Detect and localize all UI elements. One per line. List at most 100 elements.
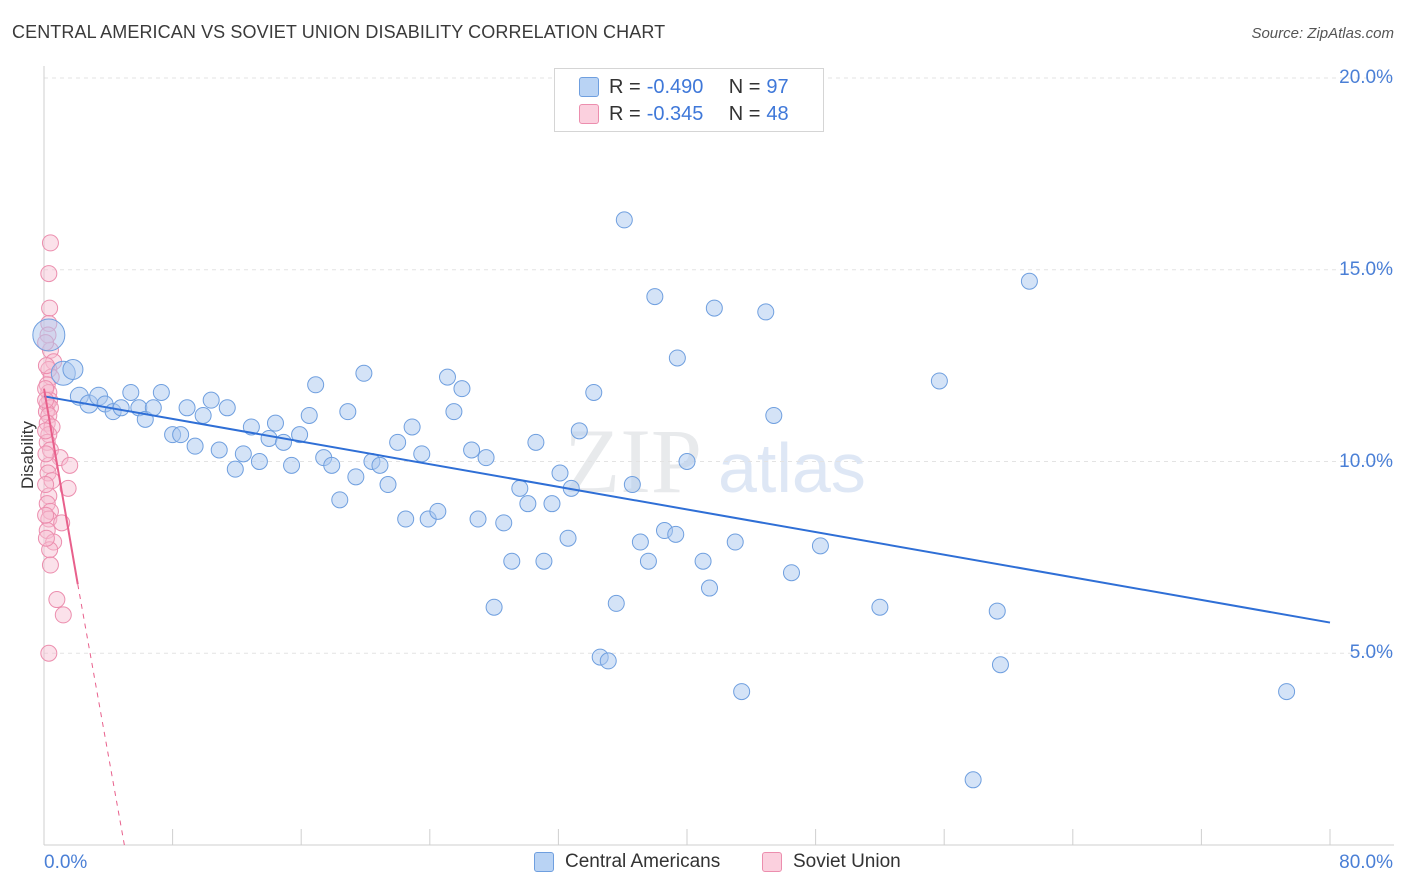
central-americans-point — [323, 456, 341, 474]
legend-r-value: -0.490 — [646, 75, 704, 98]
central-americans-point — [331, 491, 349, 509]
central-americans-point — [871, 598, 889, 616]
legend-n-value: 48 — [766, 102, 789, 125]
central-americans-point — [283, 456, 301, 474]
soviet-union-point — [41, 556, 59, 574]
legend-item-soviet-union[interactable]: Soviet Union — [762, 851, 901, 873]
legend-n-label: N = — [728, 102, 761, 125]
soviet-union-point — [41, 299, 59, 317]
central-americans-point — [122, 383, 140, 401]
central-americans-point — [210, 441, 228, 459]
central-americans-point — [389, 433, 407, 451]
central-americans-point — [1278, 683, 1296, 701]
central-americans-point — [307, 376, 325, 394]
soviet-union-trend-extension — [77, 584, 125, 846]
chart-title: CENTRAL AMERICAN VS SOVIET UNION DISABIL… — [12, 22, 666, 42]
central-americans-point — [234, 445, 252, 463]
central-americans-point — [355, 364, 373, 382]
legend-n-value: 97 — [766, 75, 789, 98]
central-americans-point — [667, 525, 685, 543]
legend-r-label: R = — [609, 75, 641, 98]
legend-item-central-americans[interactable]: Central Americans — [534, 851, 720, 873]
correlation-legend: R = -0.490 N = 97 R = -0.345 N = 48 — [554, 68, 824, 132]
central-americans-point — [463, 441, 481, 459]
central-americans-point — [186, 437, 204, 455]
soviet-union-point — [48, 591, 66, 609]
central-americans-point — [782, 564, 800, 582]
central-americans-point — [503, 552, 521, 570]
central-americans-point — [570, 422, 588, 440]
legend-swatch-pink — [762, 852, 782, 872]
central-americans-point — [300, 406, 318, 424]
central-americans-point — [485, 598, 503, 616]
central-americans-point — [291, 426, 309, 444]
central-americans-point — [218, 399, 236, 417]
central-americans-point — [178, 399, 196, 417]
trend-lines — [43, 388, 1331, 846]
central-americans-point — [694, 552, 712, 570]
central-americans-point — [811, 537, 829, 555]
soviet-union-trend-line — [43, 388, 79, 585]
central-americans-point — [623, 476, 641, 494]
central-americans-point — [607, 594, 625, 612]
central-americans-points — [32, 211, 1296, 789]
central-americans-point — [646, 288, 664, 306]
legend-r-value: -0.345 — [646, 102, 704, 125]
central-americans-point — [765, 406, 783, 424]
y-tick-label: 10.0% — [1339, 450, 1393, 472]
central-americans-point — [705, 299, 723, 317]
legend-swatch-blue — [579, 77, 599, 97]
soviet-union-point — [37, 506, 55, 524]
central-americans-point — [266, 414, 284, 432]
central-americans-point — [726, 533, 744, 551]
central-americans-point — [469, 510, 487, 528]
gridlines — [44, 77, 1394, 654]
central-americans-point — [453, 380, 471, 398]
central-americans-point — [226, 460, 244, 478]
central-americans-point — [32, 318, 66, 352]
central-americans-point — [1020, 272, 1038, 290]
central-americans-point — [429, 502, 447, 520]
central-americans-point — [511, 479, 529, 497]
x-tick-min: 0.0% — [44, 852, 88, 873]
soviet-union-point — [37, 529, 55, 547]
x-tick-max: 80.0% — [1339, 852, 1393, 873]
y-tick-label: 5.0% — [1349, 642, 1393, 664]
central-americans-point — [347, 468, 365, 486]
source-label: Source: ZipAtlas.com — [1251, 25, 1394, 42]
central-americans-point — [535, 552, 553, 570]
central-americans-point — [202, 391, 220, 409]
central-americans-point — [668, 349, 686, 367]
central-americans-point — [599, 652, 617, 670]
central-americans-point — [477, 449, 495, 467]
central-americans-point — [519, 495, 537, 513]
legend-r-label: R = — [609, 102, 641, 125]
central-americans-point — [991, 656, 1009, 674]
central-americans-point — [397, 510, 415, 528]
soviet-union-point — [54, 606, 72, 624]
central-americans-point — [152, 383, 170, 401]
legend-swatch-blue — [534, 852, 554, 872]
central-americans-point — [260, 429, 278, 447]
central-americans-point — [551, 464, 569, 482]
central-americans-point — [678, 453, 696, 470]
central-americans-point — [379, 476, 397, 494]
central-americans-point — [62, 358, 84, 380]
soviet-union-point — [37, 476, 55, 494]
watermark-atlas: atlas — [718, 429, 866, 507]
central-americans-point — [144, 399, 162, 417]
central-americans-point — [543, 495, 561, 513]
central-americans-point — [112, 399, 130, 417]
legend-swatch-pink — [579, 104, 599, 124]
soviet-union-point — [59, 479, 77, 497]
central-americans-point — [194, 406, 212, 424]
soviet-union-point — [41, 234, 59, 252]
legend-row-central-americans: R = -0.490 N = 97 — [579, 74, 789, 100]
central-americans-point — [757, 303, 775, 321]
central-americans-point — [172, 426, 190, 444]
central-americans-point — [445, 403, 463, 421]
central-americans-point — [701, 579, 719, 597]
central-americans-point — [964, 771, 982, 789]
central-americans-point — [403, 418, 421, 436]
